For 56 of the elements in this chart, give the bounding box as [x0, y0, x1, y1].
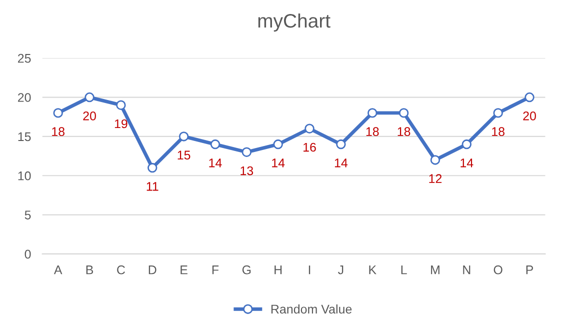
point — [242, 147, 252, 157]
point — [462, 139, 472, 150]
x-tick-label: J — [338, 266, 344, 274]
x-tick-label: D — [148, 266, 156, 274]
x-tick-label: O — [494, 265, 502, 274]
x-tick-label: G — [242, 265, 251, 274]
data-label: 18 — [366, 127, 379, 136]
point — [336, 139, 346, 150]
point — [524, 92, 534, 102]
y-tick-label: 25 — [18, 54, 31, 63]
y-tick-label: 15 — [18, 132, 31, 142]
point — [493, 108, 503, 118]
point — [368, 108, 378, 118]
x-tick-label: H — [274, 266, 282, 274]
data-label: 14 — [334, 158, 348, 168]
data-label: 11 — [146, 182, 158, 191]
point — [430, 155, 440, 165]
x-tick-label: K — [369, 266, 376, 274]
data-label: 20 — [83, 111, 96, 120]
point — [178, 132, 189, 142]
y-tick-label: 5 — [24, 210, 31, 220]
data-label: 14 — [272, 158, 285, 168]
y-tick-label: 0 — [24, 250, 31, 259]
x-tick-label: L — [401, 266, 407, 274]
data-label: 18 — [52, 127, 64, 136]
y-tick-label: 10 — [18, 171, 31, 180]
x-tick-label: F — [212, 266, 219, 274]
point — [84, 92, 94, 102]
x-tick-label: E — [180, 266, 188, 274]
data-label: 12 — [429, 174, 442, 183]
data-label: 14 — [460, 158, 474, 168]
x-tick-label: P — [526, 266, 534, 274]
chart-title: myChart — [258, 13, 330, 32]
data-label: 18 — [492, 127, 504, 136]
legend-label: Random Value — [271, 304, 352, 314]
point — [304, 124, 314, 134]
data-label: 15 — [178, 150, 190, 160]
point — [148, 162, 158, 173]
point — [53, 108, 63, 118]
point — [210, 139, 220, 150]
data-label: 14 — [209, 158, 222, 168]
x-tick-label: M — [431, 266, 440, 274]
data-label: 20 — [523, 111, 536, 120]
data-label: 13 — [240, 166, 254, 176]
point — [273, 139, 283, 150]
data-label: 16 — [304, 142, 316, 152]
y-tick-label: 20 — [18, 93, 31, 102]
data-label: 19 — [114, 119, 128, 128]
x-tick-label: A — [54, 266, 62, 274]
x-tick-label: N — [463, 266, 470, 274]
point — [116, 100, 126, 110]
point — [398, 108, 409, 118]
x-tick-label: B — [86, 266, 94, 274]
x-tick-label: I — [308, 266, 310, 274]
data-label: 18 — [398, 127, 410, 136]
x-tick-label: C — [117, 265, 125, 274]
